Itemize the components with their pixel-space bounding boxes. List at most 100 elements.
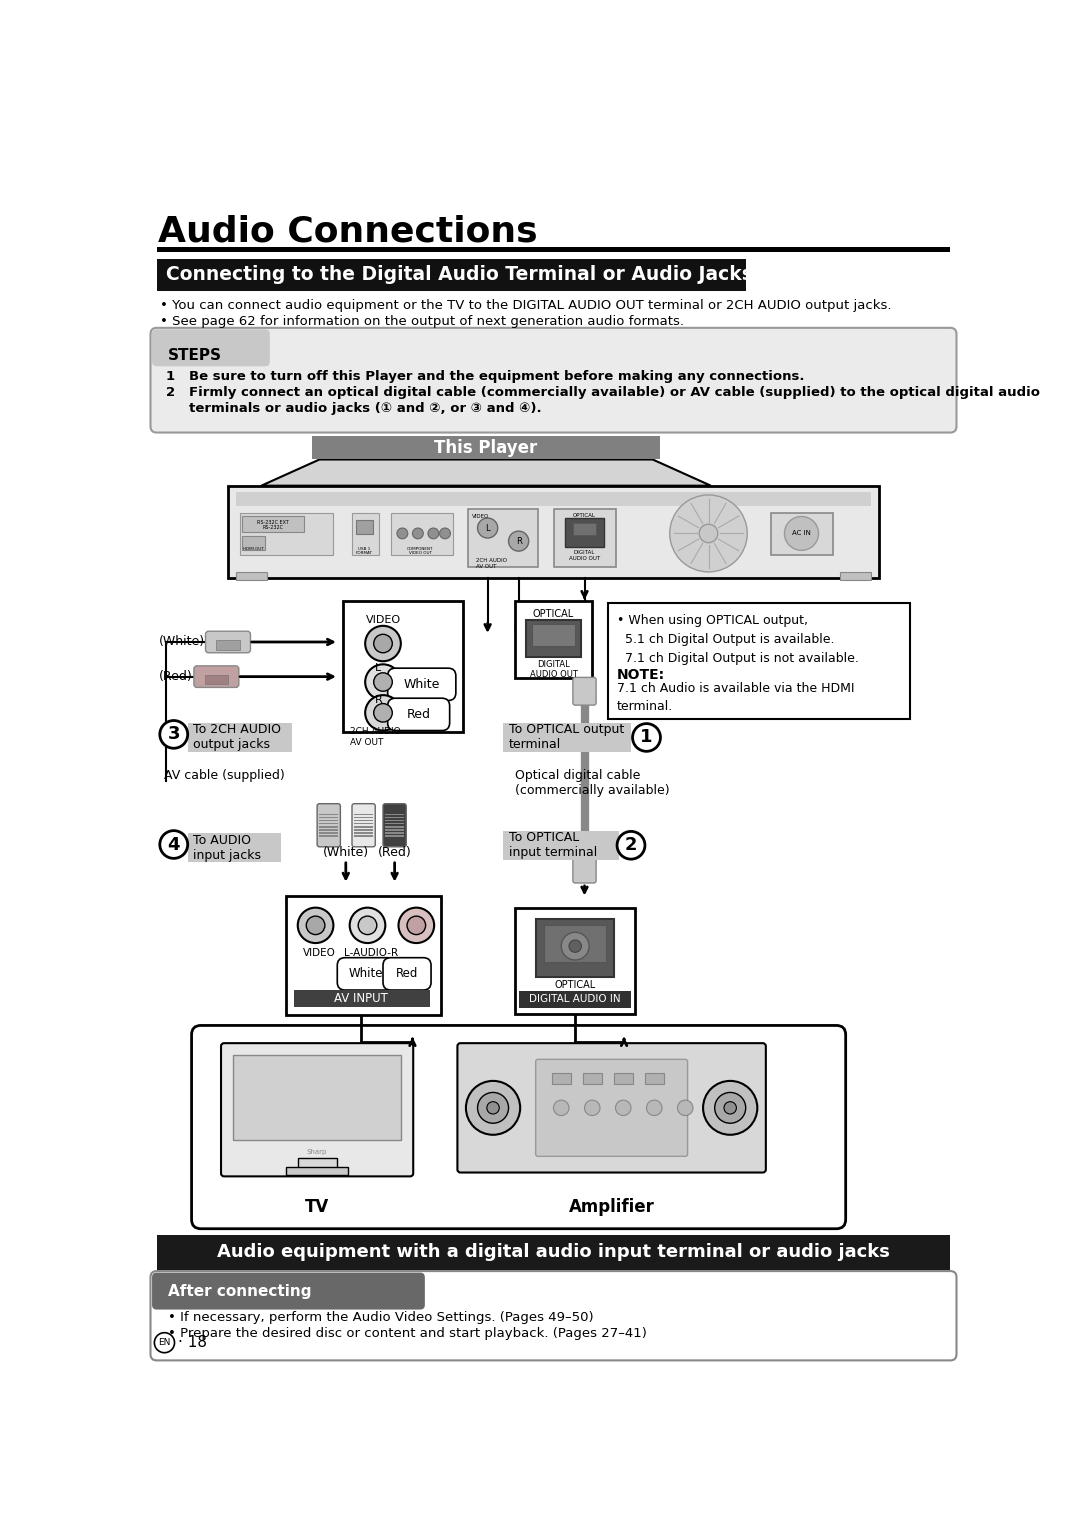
Bar [503,830,619,859]
Circle shape [477,518,498,538]
Bar [386,829,404,830]
Bar [320,826,338,827]
Text: · 18: · 18 [178,1336,207,1350]
Circle shape [703,1082,757,1135]
Text: (Red): (Red) [160,669,193,683]
Bar [157,1235,950,1270]
FancyBboxPatch shape [383,958,431,990]
Bar [386,813,404,815]
FancyBboxPatch shape [191,1025,846,1229]
FancyBboxPatch shape [150,1272,957,1360]
Bar [320,813,338,815]
Bar [320,829,338,830]
Circle shape [487,1102,499,1114]
Text: (White): (White) [323,846,369,859]
Text: HDMI OUT: HDMI OUT [243,547,264,550]
Circle shape [633,723,661,751]
Bar [242,516,303,532]
Bar [320,820,338,821]
Text: L-AUDIO-R: L-AUDIO-R [345,948,399,959]
FancyBboxPatch shape [388,668,456,700]
Bar [352,513,379,555]
Text: To OPTICAL
input terminal: To OPTICAL input terminal [509,832,597,859]
Text: 4: 4 [167,835,180,853]
Circle shape [374,673,392,691]
Text: EN: EN [159,1337,171,1347]
Bar [235,492,872,506]
Text: AV INPUT: AV INPUT [335,993,388,1005]
Bar [286,896,441,1016]
Bar [235,571,267,579]
Circle shape [399,907,434,944]
Text: Red: Red [407,708,431,722]
Text: White: White [404,677,440,691]
Text: DIGITAL AUDIO IN: DIGITAL AUDIO IN [529,994,621,1005]
Bar [205,676,228,685]
Bar [503,723,631,752]
Bar [188,723,293,752]
Bar [354,826,373,827]
Circle shape [724,1102,737,1114]
Bar [228,486,879,578]
Text: OPTICAL: OPTICAL [554,980,596,990]
Bar [240,513,333,555]
Bar [544,925,606,962]
Bar [583,1074,602,1085]
FancyBboxPatch shape [221,1043,414,1177]
Circle shape [374,634,392,653]
Text: RS-232C EXT
RS-232C: RS-232C EXT RS-232C [257,519,288,530]
FancyBboxPatch shape [152,329,270,366]
Bar [770,513,833,555]
Text: STEPS: STEPS [167,348,221,363]
Text: To AUDIO
input jacks: To AUDIO input jacks [193,833,261,861]
Circle shape [359,916,377,935]
Text: DIGITAL
AUDIO OUT: DIGITAL AUDIO OUT [529,660,578,679]
Bar [608,604,910,719]
Text: Connecting to the Digital Audio Terminal or Audio Jacks: Connecting to the Digital Audio Terminal… [166,265,753,285]
Text: White: White [349,967,383,980]
Text: 2CH AUDIO
AV OUT: 2CH AUDIO AV OUT [476,558,507,568]
Circle shape [647,1100,662,1115]
FancyBboxPatch shape [536,1059,688,1157]
Circle shape [554,1100,569,1115]
FancyBboxPatch shape [318,804,340,847]
Bar [216,640,240,650]
Circle shape [569,941,581,953]
Text: 1   Be sure to turn off this Player and the equipment before making any connecti: 1 Be sure to turn off this Player and th… [166,371,805,383]
Bar [354,829,373,830]
FancyBboxPatch shape [194,666,239,688]
Circle shape [365,625,401,662]
Bar [356,521,373,535]
Circle shape [350,907,386,944]
Circle shape [562,933,590,961]
Bar [613,1074,633,1085]
Text: (Red): (Red) [378,846,411,859]
FancyBboxPatch shape [572,677,596,705]
FancyBboxPatch shape [337,958,394,990]
FancyBboxPatch shape [388,699,449,731]
Bar [391,513,453,555]
Circle shape [374,703,392,722]
Bar [386,826,404,827]
Bar [645,1074,663,1085]
Text: Sharp: Sharp [307,1149,327,1155]
Bar [840,571,872,579]
Bar [354,832,373,833]
FancyBboxPatch shape [152,1273,424,1310]
Bar [342,601,463,732]
Text: OPTICAL: OPTICAL [532,608,575,619]
Bar [294,990,430,1007]
Bar [386,817,404,818]
Bar [157,259,745,291]
Circle shape [784,516,819,550]
Text: VIDEO: VIDEO [472,515,489,519]
Text: VIDEO: VIDEO [365,614,401,625]
Text: • If necessary, perform the Audio Video Settings. (Pages 49–50): • If necessary, perform the Audio Video … [167,1311,593,1324]
Bar [157,247,950,251]
Bar [565,518,604,547]
Text: 1: 1 [640,729,652,746]
Bar [320,835,338,836]
Text: L: L [375,663,381,673]
Circle shape [477,1092,509,1123]
FancyBboxPatch shape [383,804,406,847]
